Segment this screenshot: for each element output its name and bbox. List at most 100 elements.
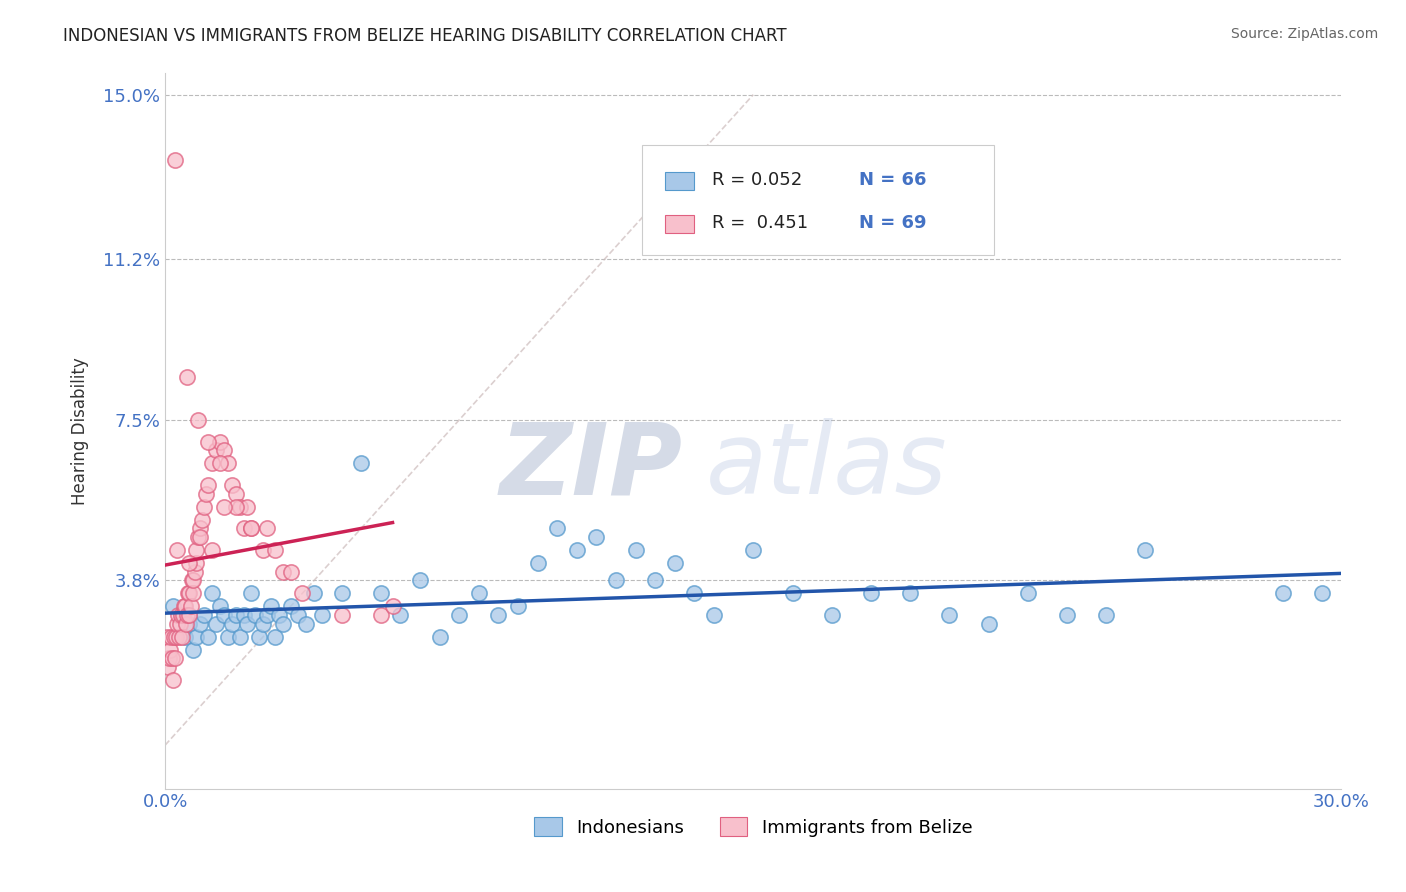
Point: [205, 443, 228, 458]
Point: [166, 543, 188, 558]
Point: [190, 521, 212, 535]
Point: [201, 543, 224, 558]
Point: [859, 586, 882, 600]
Point: [280, 599, 302, 614]
Point: [197, 630, 219, 644]
Point: [163, 651, 186, 665]
Point: [186, 630, 208, 644]
Point: [201, 586, 224, 600]
Text: atlas: atlas: [706, 418, 948, 515]
Point: [163, 153, 186, 167]
Point: [821, 608, 844, 623]
Point: [217, 630, 239, 644]
Text: N = 66: N = 66: [859, 171, 927, 189]
Point: [240, 586, 263, 600]
Point: [157, 660, 180, 674]
Point: [228, 630, 250, 644]
Point: [370, 608, 392, 623]
Point: [271, 565, 294, 579]
Point: [225, 608, 247, 623]
Text: R = 0.052: R = 0.052: [711, 171, 803, 189]
Point: [295, 616, 318, 631]
Point: [252, 616, 274, 631]
Point: [506, 599, 529, 614]
Point: [252, 543, 274, 558]
Point: [172, 608, 194, 623]
Point: [160, 630, 183, 644]
Point: [280, 565, 302, 579]
Point: [291, 586, 314, 600]
Point: [898, 586, 921, 600]
Point: [1271, 586, 1294, 600]
Point: [271, 616, 294, 631]
Point: [330, 586, 353, 600]
Point: [302, 586, 325, 600]
Point: [232, 608, 254, 623]
Point: [190, 616, 212, 631]
Point: [163, 630, 186, 644]
Point: [173, 599, 195, 614]
Point: [195, 486, 218, 500]
Point: [197, 478, 219, 492]
Point: [782, 586, 804, 600]
FancyBboxPatch shape: [665, 215, 695, 233]
Point: [311, 608, 333, 623]
Point: [409, 574, 432, 588]
Point: [370, 586, 392, 600]
Point: [208, 434, 231, 449]
Point: [183, 574, 205, 588]
Point: [546, 521, 568, 535]
Point: [287, 608, 309, 623]
Point: [664, 556, 686, 570]
Point: [1135, 543, 1157, 558]
Point: [212, 608, 235, 623]
Point: [449, 608, 471, 623]
Point: [256, 521, 278, 535]
Point: [245, 608, 267, 623]
Point: [156, 630, 179, 644]
Point: [1310, 586, 1333, 600]
Text: Source: ZipAtlas.com: Source: ZipAtlas.com: [1230, 27, 1378, 41]
Point: [208, 599, 231, 614]
Point: [212, 443, 235, 458]
Point: [683, 586, 706, 600]
Point: [703, 608, 725, 623]
Point: [1056, 608, 1078, 623]
Point: [381, 599, 404, 614]
FancyBboxPatch shape: [665, 172, 695, 190]
Point: [193, 500, 215, 514]
Point: [526, 556, 548, 570]
Point: [938, 608, 960, 623]
Legend: Indonesians, Immigrants from Belize: Indonesians, Immigrants from Belize: [527, 810, 980, 844]
Point: [162, 599, 184, 614]
Text: INDONESIAN VS IMMIGRANTS FROM BELIZE HEARING DISABILITY CORRELATION CHART: INDONESIAN VS IMMIGRANTS FROM BELIZE HEA…: [63, 27, 787, 45]
FancyBboxPatch shape: [641, 145, 994, 255]
Point: [162, 673, 184, 687]
Point: [170, 608, 193, 623]
Point: [267, 608, 290, 623]
Text: ZIP: ZIP: [499, 418, 683, 515]
Point: [205, 616, 228, 631]
Point: [605, 574, 627, 588]
Point: [157, 651, 180, 665]
Point: [565, 543, 588, 558]
Point: [468, 586, 491, 600]
Point: [212, 500, 235, 514]
Point: [236, 616, 259, 631]
Point: [193, 608, 215, 623]
Point: [644, 574, 666, 588]
Text: R =  0.451: R = 0.451: [711, 214, 808, 232]
Point: [389, 608, 412, 623]
Point: [173, 630, 195, 644]
Point: [264, 630, 287, 644]
Point: [256, 608, 278, 623]
Point: [170, 608, 193, 623]
Point: [240, 521, 263, 535]
Point: [624, 543, 647, 558]
Point: [240, 521, 263, 535]
Point: [167, 630, 190, 644]
Point: [165, 630, 187, 644]
Point: [170, 630, 193, 644]
Point: [225, 486, 247, 500]
Point: [236, 500, 259, 514]
